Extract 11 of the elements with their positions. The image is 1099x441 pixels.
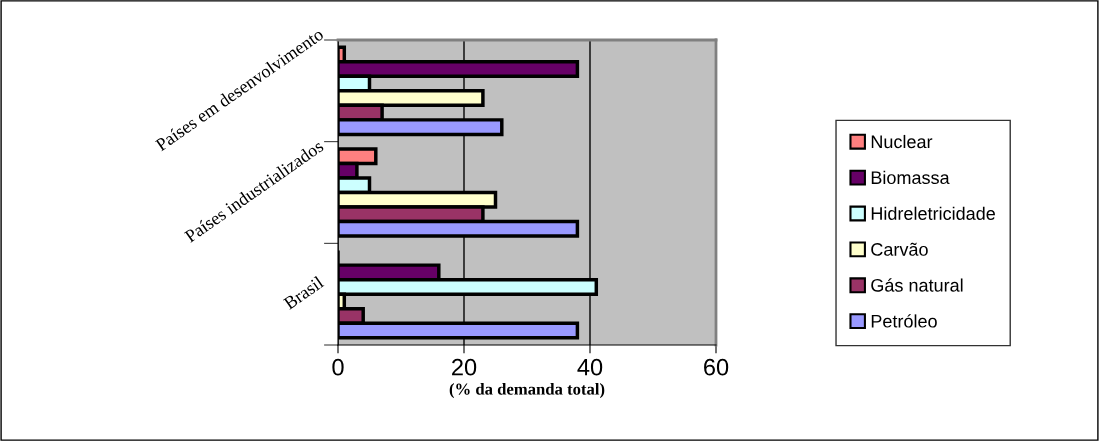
x-axis-title: (% da demanda total) [449, 382, 605, 399]
x-tick-label: 20 [452, 358, 477, 376]
x-tick-label: 0 [332, 358, 344, 376]
legend-label: Nuclear [871, 134, 933, 149]
x-tick-label: 40 [577, 358, 603, 376]
legend-label: Biomassa [871, 170, 950, 185]
legend-label: Petróleo [871, 314, 937, 328]
legend-label: Hidreletricidade [871, 206, 995, 220]
x-tick-label: 60 [704, 358, 729, 376]
legend-label: Gás natural [871, 278, 963, 292]
legend-label: Carvão [871, 242, 928, 256]
